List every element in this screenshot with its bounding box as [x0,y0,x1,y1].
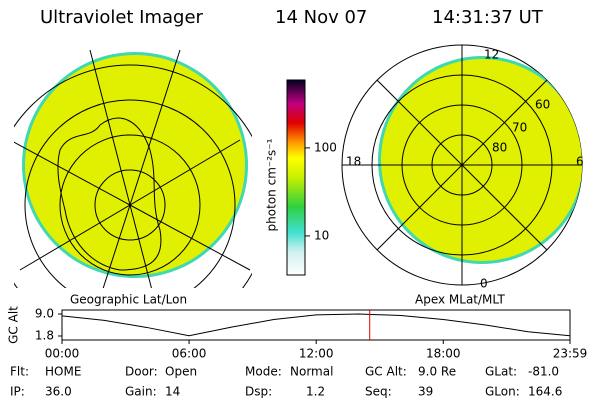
y-axis-label: GC Alt [7,306,21,344]
status-value: Open [165,365,197,379]
panel-label: Geographic Lat/Lon [70,293,187,307]
colorbar-tick-label: 10 [314,228,329,242]
mlat-label: 70 [512,121,527,135]
status-value: 39 [418,385,433,399]
status-label: GC Alt: [365,365,407,379]
x-tick-label: 23:59 [553,347,588,361]
status-value: -81.0 [528,365,559,379]
status-value: 1.2 [306,385,325,399]
mlt-label: 12 [484,48,499,62]
status-value: 9.0 Re [418,365,456,379]
status-label: Dsp: [245,385,272,399]
status-value: 164.6 [528,385,562,399]
status-label: Flt: [10,365,29,379]
x-tick-label: 06:00 [172,347,207,361]
y-tick-label: 1.8 [35,329,54,343]
status-value: 36.0 [45,385,72,399]
mlt-label: 0 [480,277,488,291]
colorbar-label: photon cm⁻²s⁻¹ [265,138,279,231]
status-label: Mode: [245,365,282,379]
title: Ultraviolet Imager [40,7,204,28]
status-label: Gain: [125,385,157,399]
panel-label: Apex MLat/MLT [415,293,505,307]
y-tick-label: 9.0 [35,307,54,321]
mlt-label: 6 [576,155,584,169]
status-label: GLon: [485,385,520,399]
mlat-label: 60 [535,98,550,112]
status-value: Normal [290,365,333,379]
status-label: GLat: [485,365,517,379]
altitude-line [61,313,571,337]
x-tick-label: 12:00 [299,347,334,361]
geographic-map [14,49,252,288]
colorbar-tick-label: 100 [314,140,337,154]
colorbar [286,79,306,276]
status-label: IP: [10,385,25,399]
status-value: HOME [45,365,81,379]
mlt-label: 18 [346,155,361,169]
status-value: 14 [165,385,180,399]
x-tick-label: 18:00 [426,347,461,361]
time: 14:31:37 UT [432,7,544,28]
x-tick-label: 00:00 [45,347,80,361]
status-label: Door: [125,365,158,379]
magnetic-map: 12 18 6 0 60 70 80 [341,44,584,291]
status-label: Seq: [365,385,392,399]
mlat-label: 80 [492,141,507,155]
date: 14 Nov 07 [275,7,367,28]
